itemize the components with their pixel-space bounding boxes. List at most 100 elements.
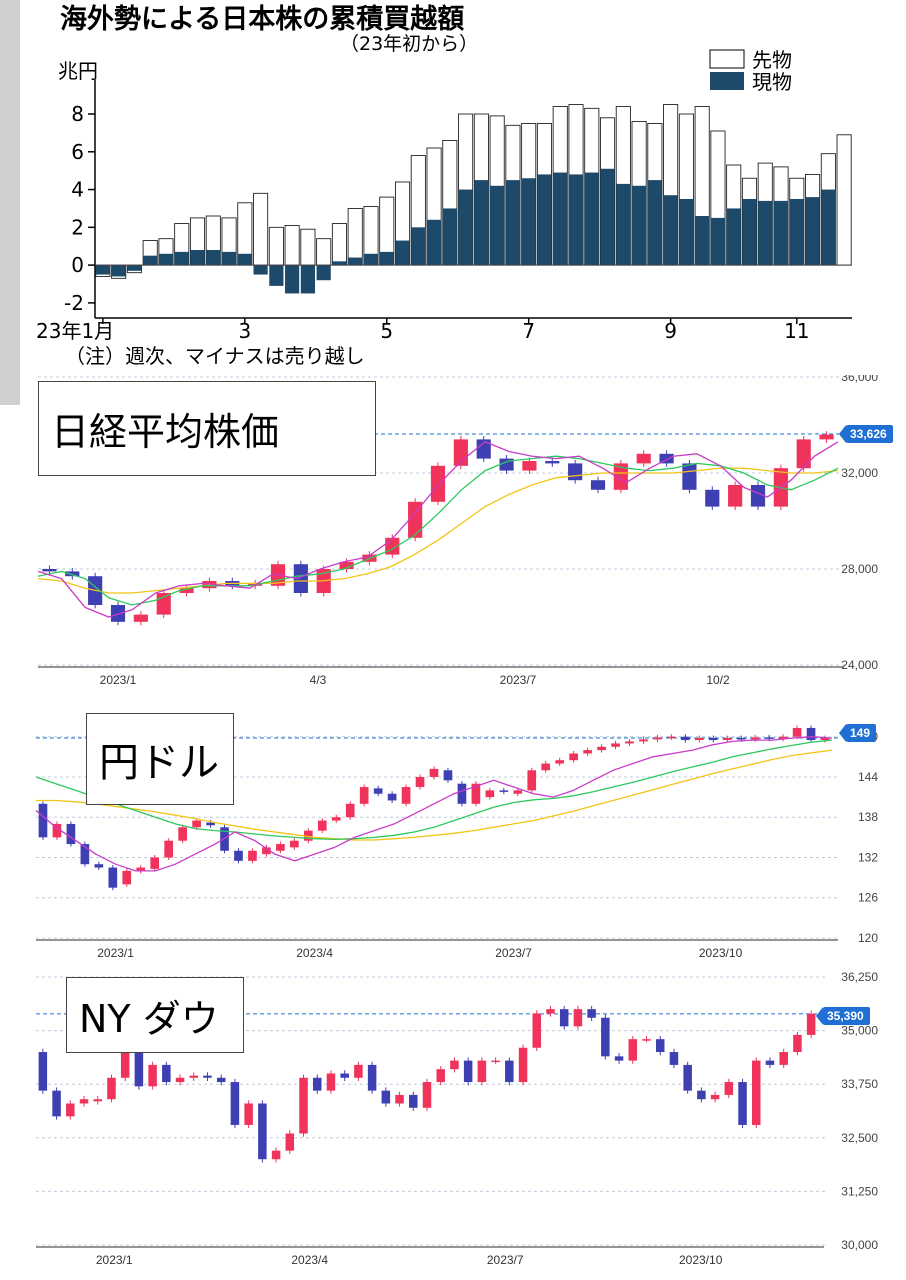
candle-down <box>457 783 467 804</box>
candle-up <box>806 1013 816 1035</box>
chart-subtitle: （23年初から） <box>340 33 478 55</box>
bar-cash <box>758 200 773 266</box>
candle-up <box>331 817 341 821</box>
candle-up <box>752 1060 761 1125</box>
candle-down <box>387 793 397 801</box>
bar-cash <box>190 250 205 266</box>
candle-down <box>590 480 606 490</box>
candle-up <box>611 743 620 747</box>
bar-cash <box>363 253 379 266</box>
candle-up <box>450 1060 459 1070</box>
bar-cash <box>237 253 252 266</box>
usdjpy-last-price-tag: 149 <box>838 724 877 742</box>
bar-cash <box>458 189 473 266</box>
bar-cash <box>332 261 347 266</box>
candle-up <box>415 776 425 788</box>
candle-down <box>340 1073 349 1078</box>
bar-cash <box>95 265 110 275</box>
window-scroll-edge <box>0 0 20 405</box>
bar-cash <box>426 219 442 266</box>
y-tick-label: 28,000 <box>841 562 878 576</box>
candle-down <box>162 1064 171 1083</box>
candle-up <box>133 614 148 622</box>
candle-up <box>79 1099 89 1104</box>
candle-down <box>38 1052 48 1091</box>
y-tick-label: 36,000 <box>841 375 878 384</box>
candle-up <box>628 1039 638 1061</box>
candle-up <box>796 439 811 469</box>
candle-up <box>395 1094 404 1104</box>
candle-down <box>38 803 48 838</box>
bar-cash <box>537 174 552 266</box>
bar-cash <box>269 265 284 286</box>
candle-up <box>66 1103 75 1117</box>
candle-down <box>750 485 766 507</box>
bar-cash <box>679 199 694 266</box>
candle-up <box>667 736 676 739</box>
x-tick-label: 11 <box>784 319 809 343</box>
candle-up <box>122 870 132 885</box>
bar-cash <box>616 183 631 266</box>
y-tick-label: 144 <box>858 770 878 784</box>
candle-up <box>728 485 743 507</box>
nikkei-last-price-tag: 33,626 <box>839 425 893 443</box>
candle-up <box>317 820 327 831</box>
candle-up <box>522 461 537 471</box>
usdjpy-chart-title: 円ドル <box>86 713 234 805</box>
candle-down <box>705 489 720 507</box>
candle-up <box>107 1077 116 1100</box>
bar-cash <box>348 257 363 266</box>
candle-down <box>736 738 746 740</box>
candle-up <box>695 738 704 741</box>
bar-cash <box>474 180 489 266</box>
bar-futures <box>331 223 347 266</box>
y-tick-label: 0 <box>71 253 84 277</box>
bar-cash <box>568 174 584 266</box>
bar-cash <box>143 255 158 266</box>
bar-cash <box>505 180 521 266</box>
candle-down <box>806 727 816 741</box>
candle-down <box>655 1039 665 1053</box>
x-tick-label: 2023/1 <box>96 1253 133 1267</box>
legend-label-cash: 現物 <box>752 70 792 94</box>
candle-up <box>642 1039 651 1041</box>
ma-mid-line <box>37 455 839 606</box>
y-tick-label: 120 <box>858 931 878 945</box>
candle-down <box>568 463 583 481</box>
candle-up <box>710 1094 720 1100</box>
candle-down <box>293 564 308 593</box>
candle-down <box>373 788 383 794</box>
candle-up <box>436 1069 445 1083</box>
bar-cash <box>411 227 426 266</box>
candle-down <box>367 1064 377 1091</box>
candle-up <box>569 753 578 761</box>
candle-up <box>477 1060 487 1083</box>
bar-cash <box>773 200 789 266</box>
y-tick-label: 132 <box>858 850 878 864</box>
candle-down <box>587 1009 596 1018</box>
candle-up <box>290 840 299 848</box>
y-tick-label: 31,250 <box>841 1184 878 1198</box>
bar-cash <box>726 208 741 266</box>
bar-futures <box>836 134 852 266</box>
candle-up <box>150 857 160 869</box>
y-tick-label: 24,000 <box>841 658 878 672</box>
candle-down <box>681 736 690 741</box>
x-tick-label: 2023/1 <box>100 673 137 687</box>
bar-cash <box>206 250 221 266</box>
foreign-investor-cumulative-chart: 海外勢による日本株の累積買越額 （23年初から） 兆円 先物 現物 8 6 4 2 0 -2 23年1… <box>0 0 906 375</box>
candle-down <box>659 453 674 464</box>
candle-up <box>583 750 592 754</box>
x-tick-label: 2023/4 <box>291 1253 328 1267</box>
candle-down <box>708 738 718 741</box>
candle-up <box>164 840 173 858</box>
dow-chart-panel: 36,250 35,000 33,750 32,500 31,250 30,000 2023… <box>0 965 906 1280</box>
ma-slow-line <box>37 467 839 594</box>
candle-up <box>597 746 606 751</box>
candle-up <box>408 501 423 538</box>
candle-up <box>724 1082 734 1095</box>
bar-cash <box>316 265 331 281</box>
x-tick-label: 9 <box>664 319 677 343</box>
candle-down <box>669 1052 679 1065</box>
x-tick-label: 2023/1 <box>97 946 134 960</box>
